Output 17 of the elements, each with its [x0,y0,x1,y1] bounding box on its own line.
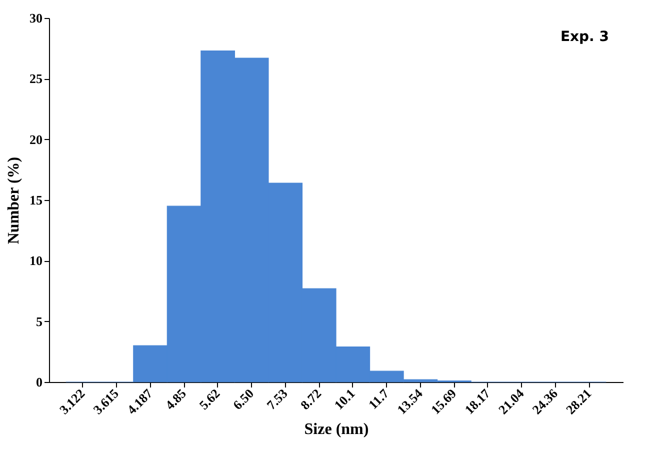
x-tick-label: 11.7 [365,386,392,412]
x-tick-label: 4.85 [162,385,190,413]
y-axis-title: Number (%) [6,156,22,244]
x-tick-label: 8.72 [297,386,324,413]
x-tick-label: 6.50 [230,386,257,413]
y-tick-label: 10 [30,253,42,268]
y-tick-label: 20 [30,132,42,147]
annotation: Exp. 3 [560,29,609,45]
y-tick-label: 25 [30,71,43,86]
y-tick-label: 5 [36,314,43,329]
y-tick-label: 30 [30,10,42,26]
x-tick-label: 10.1 [331,386,358,413]
y-tick-label: 0 [36,374,42,390]
x-tick-label: 5.62 [196,386,223,413]
x-tick-label: 7.53 [264,385,291,413]
x-axis-title: Size (nm) [304,421,369,438]
y-tick-label: 15 [30,192,43,208]
